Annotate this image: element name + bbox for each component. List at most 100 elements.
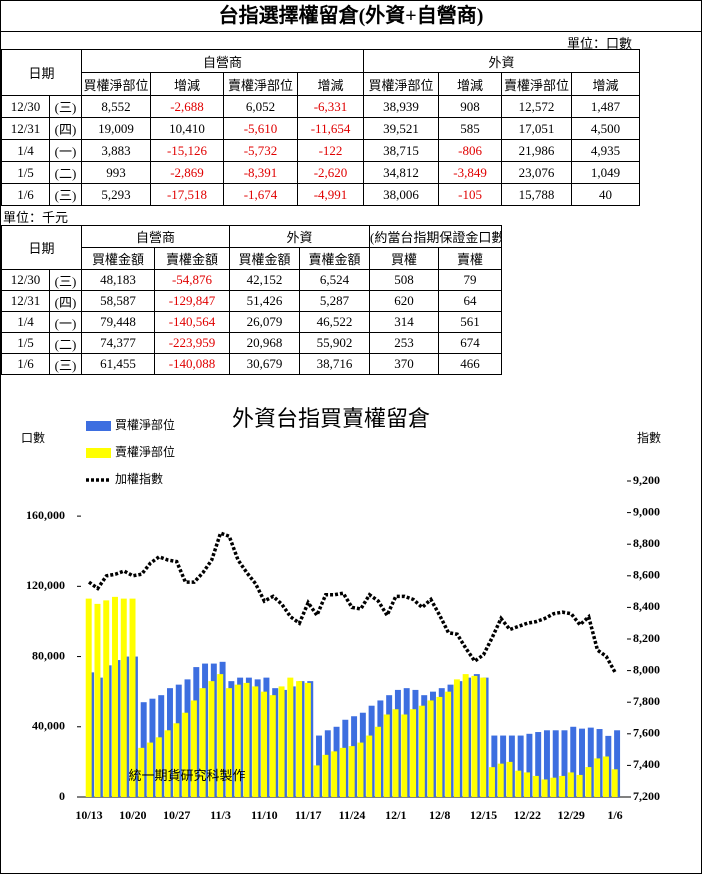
cell: 4,935 [571, 139, 641, 162]
bar [480, 677, 487, 797]
bar [217, 674, 224, 797]
cell: -2,620 [297, 161, 365, 184]
x-tick-label: 12/8 [429, 808, 450, 822]
cell: -122 [297, 139, 365, 162]
cell: 1/4 [1, 311, 50, 333]
bar [120, 598, 127, 797]
bar [436, 696, 443, 797]
cell: -806 [438, 139, 503, 162]
bar [331, 751, 338, 797]
x-tick-label: 12/1 [385, 808, 406, 822]
watermark: 統一期貨研究科製作 [128, 768, 245, 783]
bar [418, 705, 425, 797]
page-title: 台指選擇權留倉(外資+自營商) [1, 1, 701, 32]
data-row: 12/31 (四) 19,009 10,410 -5,610 -11,654 39,521 5… [1, 117, 641, 140]
bar [587, 727, 594, 797]
bar [190, 700, 197, 797]
bar [453, 679, 460, 797]
header-cell: 賣權金額 [299, 247, 371, 270]
cell: 51,426 [229, 290, 301, 312]
cell: (四) [48, 117, 83, 140]
bar [614, 730, 621, 797]
bar [526, 733, 533, 797]
header-cell: 買權淨部位 [81, 72, 152, 96]
cell: 12/30 [1, 269, 50, 291]
cell: 1,049 [571, 161, 641, 184]
cell: 38,715 [363, 139, 440, 162]
bar [85, 598, 92, 797]
cell: 1/6 [1, 353, 50, 375]
cell: 79,448 [81, 311, 156, 333]
cell: (三) [48, 353, 83, 375]
cell: -223,959 [154, 332, 231, 354]
bar [532, 775, 539, 797]
cell: -5,610 [223, 117, 299, 140]
data-row: 1/4 (一) 3,883 -15,126 -5,732 -122 38,715 -806 21… [1, 139, 641, 162]
cell: 466 [438, 353, 503, 375]
data-row: 1/5 (二) 74,377 -223,959 20,968 55,902 253 674 [1, 332, 503, 354]
legend-label: 買權淨部位 [115, 417, 175, 432]
cell: 12/31 [1, 117, 50, 140]
cell: 6,524 [299, 269, 371, 291]
bar [348, 746, 355, 797]
legend-label: 賣權淨部位 [115, 444, 175, 459]
y2-tick-label: 7,600 [633, 726, 660, 740]
cell: 12/31 [1, 290, 50, 312]
x-tick-label: 10/27 [163, 808, 190, 822]
cell: -54,876 [154, 269, 231, 291]
bar [366, 735, 373, 797]
cell: -2,688 [150, 95, 225, 118]
cell: (三) [48, 183, 83, 206]
cell: -140,564 [154, 311, 231, 333]
legend-swatch [86, 448, 111, 458]
chart-title: 外資台指買賣權留倉 [232, 406, 430, 431]
bar [506, 761, 513, 797]
header-cell: 自營商 [81, 225, 231, 248]
cell: 10,410 [150, 117, 225, 140]
cell: 508 [369, 269, 440, 291]
header-cell: 增減 [438, 72, 503, 96]
y2-axis-label: 指數 [637, 430, 661, 445]
cell: -8,391 [223, 161, 299, 184]
table: 日期 自營商 外資 買權淨部位 增減 賣權淨部位 增減 買權淨部位 增減 賣權淨部位 增減 12/30… [1, 49, 641, 206]
bar [182, 712, 189, 797]
x-tick-label: 1/6 [607, 808, 622, 822]
cell: 908 [438, 95, 503, 118]
bar [252, 686, 259, 797]
cell: 1,487 [571, 95, 641, 118]
bar [427, 700, 434, 797]
cell: 40 [571, 183, 641, 206]
cell: -11,654 [297, 117, 365, 140]
bar [208, 681, 215, 797]
bar [410, 709, 417, 797]
unit-label: 單位：千元 [3, 210, 69, 225]
cell: 20,968 [229, 332, 301, 354]
cell: 42,152 [229, 269, 301, 291]
cell: 74,377 [81, 332, 156, 354]
bar [322, 754, 329, 797]
bar [611, 769, 618, 797]
bar [392, 709, 399, 797]
header-cell: 自營商 [81, 49, 365, 73]
bar [339, 747, 346, 797]
bar [445, 691, 452, 797]
header-cell: 增減 [571, 72, 641, 96]
header-cell: 賣權淨部位 [223, 72, 299, 96]
header-row: 日期 自營商 外資 (約當台指期保證金口數) [1, 225, 503, 270]
y2-tick-label: 8,200 [633, 631, 660, 645]
cell: 1/4 [1, 139, 50, 162]
bar [497, 763, 504, 797]
header-cell: 賣權淨部位 [501, 72, 573, 96]
bar [462, 674, 469, 797]
bar [304, 682, 311, 797]
x-tick-label: 12/29 [557, 808, 584, 822]
bar [287, 677, 294, 797]
bar [543, 730, 550, 797]
y2-tick-label: 8,800 [633, 536, 660, 550]
cell: 58,587 [81, 290, 156, 312]
bar [155, 737, 162, 797]
cell: 993 [81, 161, 152, 184]
cell: 1/6 [1, 183, 50, 206]
cell: -140,088 [154, 353, 231, 375]
header-cell: 買權 [369, 247, 440, 270]
